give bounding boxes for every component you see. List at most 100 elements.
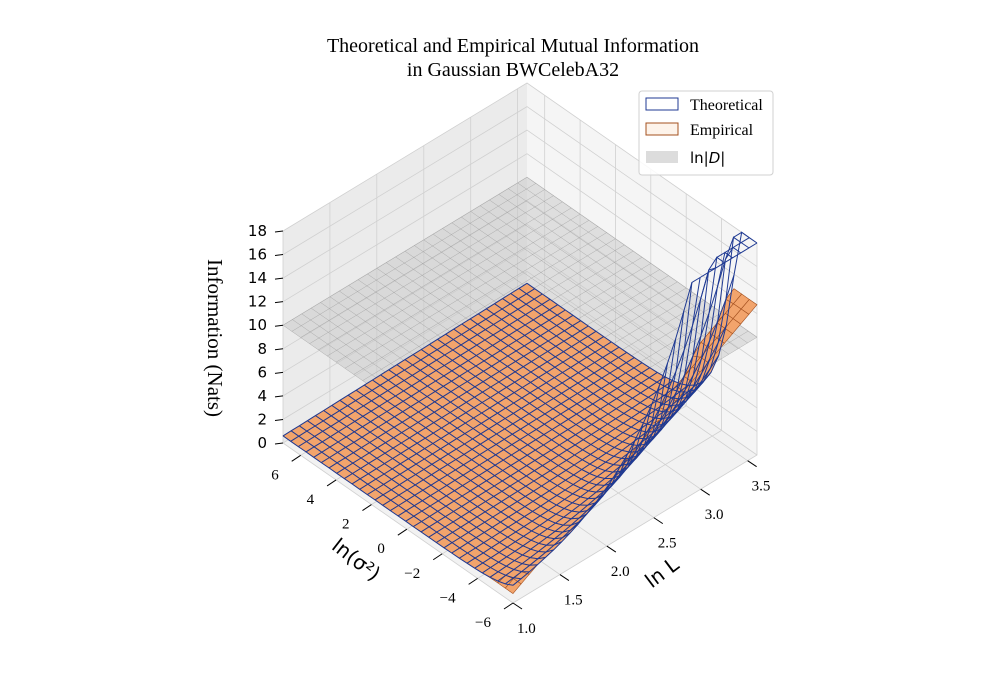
legend-label-theoretical: Theoretical [690, 97, 763, 114]
y-tick-mark [432, 553, 443, 561]
lnD-plane-line [318, 201, 563, 351]
theoretical-wire-x [380, 374, 612, 506]
z-tick-mark [274, 277, 284, 280]
chart-title-line-1: Theoretical and Empirical Mutual Informa… [327, 35, 699, 57]
lnD-plane-line [479, 205, 711, 366]
z-tick-label: 16 [248, 246, 267, 264]
theoretical-wire-x [404, 359, 636, 486]
x-tick-label: 3.0 [705, 507, 724, 523]
y-tick-label: 0 [377, 541, 385, 557]
theoretical-wire-x [299, 425, 530, 573]
z-tick-label: 6 [257, 363, 267, 381]
z-tick-label: 12 [248, 293, 267, 311]
theoretical-wire-x [445, 333, 677, 453]
z-tick-mark [274, 254, 284, 257]
lnD-plane-line [300, 189, 545, 338]
x-axis-label: ln L [640, 552, 684, 593]
lnD-plane-line [461, 216, 692, 378]
y-tick-label: −4 [440, 590, 456, 606]
z-tick-label: 2 [257, 410, 267, 428]
theoretical-wire-x [290, 430, 522, 580]
z-tick-mark [274, 301, 284, 304]
theoretical-wire-x [526, 231, 758, 386]
gridline-z [282, 106, 758, 267]
theoretical-wire-x [364, 384, 595, 520]
empirical-surface-patch [740, 298, 758, 315]
z-tick-mark [274, 442, 284, 445]
theoretical-wire-x [461, 282, 693, 440]
legend-label-plane: ln|D| [690, 149, 725, 167]
theoretical-wire-x [307, 420, 538, 566]
lnD-plane-line [470, 211, 701, 372]
y-tick-mark [397, 528, 408, 536]
lnD-plane-line [282, 177, 528, 326]
theoretical-wire-x [315, 415, 546, 560]
x-tick-mark [559, 574, 570, 581]
lnD-plane-line [353, 226, 598, 375]
x-tick-label: 1.0 [517, 621, 536, 637]
z-tick-label: 10 [248, 316, 267, 334]
y-tick-mark [503, 602, 514, 610]
z-tick-label: 8 [257, 340, 267, 358]
y-tick-mark [468, 577, 478, 585]
lnD-plane-line [517, 182, 748, 344]
z-tick-label: 14 [248, 269, 267, 287]
z-tick-mark [274, 371, 284, 374]
x-tick-label: 3.5 [752, 479, 771, 495]
legend-swatch-theoretical [645, 97, 679, 111]
x-axis-label-text: ln L [640, 552, 684, 593]
theoretical-wire-x [347, 394, 579, 533]
legend-swatch-plane [646, 151, 678, 163]
legend-plane-suffix: | [720, 149, 725, 167]
theoretical-wire-x [396, 364, 628, 493]
theoretical-wire-x [421, 349, 652, 473]
x-tick-label: 1.5 [564, 593, 583, 609]
theoretical-wire-x [388, 369, 620, 500]
z-tick-mark [274, 395, 284, 398]
theoretical-wire-x [477, 272, 709, 427]
x-tick-label: 2.0 [611, 564, 630, 580]
gridline-z [282, 82, 758, 244]
y-tick-mark [326, 479, 337, 487]
lnD-plane-line [344, 220, 590, 369]
x-tick-label: 2.5 [658, 536, 677, 552]
z-tick-mark [274, 348, 284, 351]
legend-plane-prefix: ln| [690, 149, 709, 167]
theoretical-wire-x [339, 399, 571, 540]
y-tick-label: −6 [475, 615, 491, 631]
z-tick-label: 4 [257, 387, 267, 405]
theoretical-wire-x [518, 236, 750, 393]
lnD-plane-line [451, 222, 683, 383]
gridline-z [282, 129, 758, 291]
theoretical-wire-x [282, 435, 514, 586]
theoretical-wire-x [412, 354, 644, 479]
legend-swatch-empirical [645, 122, 679, 136]
x-tick-mark [747, 460, 757, 468]
legend-label-empirical: Empirical [690, 122, 754, 139]
z-tick-mark [274, 418, 284, 421]
lnD-plane-line [309, 195, 554, 344]
y-tick-label: 6 [271, 467, 279, 483]
z-tick-mark [274, 230, 284, 233]
z-axis-label: Information (Nats) [203, 259, 227, 417]
theoretical-wire-x [331, 404, 562, 546]
z-tick-mark [274, 324, 284, 327]
lnD-plane-line [508, 188, 739, 349]
theoretical-wire-x [372, 379, 603, 513]
z-tick-label: 18 [248, 222, 267, 240]
theoretical-wire-x [486, 267, 717, 420]
x-tick-mark [700, 488, 710, 496]
lnD-plane-line [362, 232, 607, 381]
y-tick-mark [291, 454, 301, 462]
surfaces [282, 231, 758, 595]
y-tick-mark [362, 504, 372, 511]
z-tick-label: 0 [257, 434, 267, 452]
theoretical-wire-x [502, 251, 733, 407]
chart-title-line-2: in Gaussian BWCelebA32 [407, 59, 619, 81]
x-tick-mark [512, 602, 523, 610]
y-tick-label: 4 [307, 492, 315, 508]
theoretical-wire-x [469, 277, 701, 433]
lnD-plane-line [498, 194, 729, 355]
theoretical-wire-x [510, 246, 741, 400]
